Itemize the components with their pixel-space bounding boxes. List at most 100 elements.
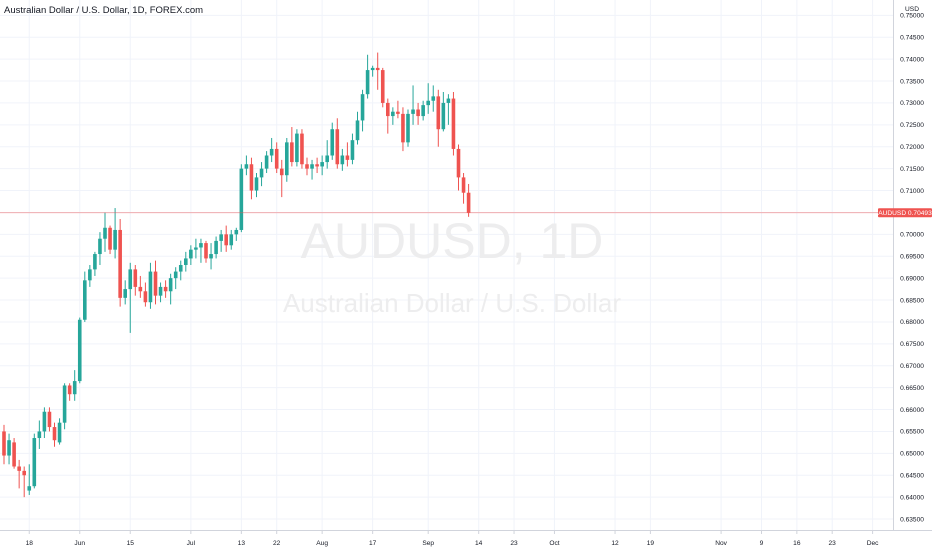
candle bbox=[128, 262, 133, 333]
price-axis-currency: USD bbox=[905, 6, 919, 13]
candle bbox=[118, 219, 122, 307]
candle bbox=[380, 67, 385, 108]
time-tick-label: 22 bbox=[273, 540, 281, 547]
candle bbox=[330, 122, 335, 160]
candle-body bbox=[370, 67, 375, 71]
candle-body bbox=[406, 113, 410, 143]
candle bbox=[416, 102, 420, 125]
time-tick-label: Dec bbox=[867, 540, 879, 547]
candle bbox=[204, 240, 208, 263]
candle bbox=[451, 91, 456, 156]
price-tick-label: 0.68500 bbox=[900, 297, 924, 304]
time-tick-label: 23 bbox=[510, 540, 518, 547]
candle bbox=[224, 225, 228, 252]
candle bbox=[466, 183, 471, 217]
candle-body bbox=[355, 120, 360, 141]
candle-body bbox=[466, 192, 471, 213]
candle-body bbox=[184, 258, 188, 265]
candle-body bbox=[264, 155, 269, 169]
candle-body bbox=[214, 240, 218, 255]
price-tag-background bbox=[878, 208, 932, 218]
candle-body bbox=[391, 111, 395, 117]
time-tick-label: 19 bbox=[647, 540, 655, 547]
candle-body bbox=[189, 249, 193, 259]
candle bbox=[138, 275, 143, 298]
candle-body bbox=[411, 109, 415, 114]
candle-body bbox=[153, 271, 158, 296]
candle bbox=[335, 118, 340, 169]
candle-body bbox=[431, 96, 436, 101]
price-tick-label: 0.69500 bbox=[900, 254, 924, 261]
price-tick-label: 0.73500 bbox=[900, 78, 924, 85]
candle bbox=[7, 433, 11, 465]
candle-body bbox=[2, 431, 6, 456]
time-tick-label: 23 bbox=[829, 540, 837, 547]
candle-body bbox=[274, 148, 279, 169]
candle bbox=[411, 85, 415, 125]
candle-body bbox=[37, 431, 42, 439]
time-tick-label: Jun bbox=[74, 540, 85, 547]
time-axis: 18 Jun 15 Jul 13 22 Aug 17 Sep 14 23 Oct 12 19 Nov 9 16 2… bbox=[26, 530, 879, 547]
candle-body bbox=[77, 319, 82, 382]
price-tick-label: 0.70000 bbox=[900, 232, 924, 239]
candle-body bbox=[118, 229, 122, 298]
candle-body bbox=[295, 133, 299, 163]
candle-body bbox=[108, 227, 112, 250]
candle bbox=[249, 157, 254, 200]
candle-body bbox=[199, 243, 203, 248]
candle bbox=[83, 271, 87, 322]
candle bbox=[375, 52, 380, 90]
price-tick-label: 0.73000 bbox=[900, 100, 924, 107]
candle bbox=[421, 100, 425, 121]
candles bbox=[2, 52, 471, 498]
candle-body bbox=[163, 286, 168, 292]
price-tick-label: 0.65000 bbox=[900, 451, 924, 458]
candle-body bbox=[375, 67, 380, 71]
candle-body bbox=[128, 269, 133, 290]
candle bbox=[386, 98, 390, 134]
candle-body bbox=[88, 269, 92, 281]
candle bbox=[153, 260, 158, 305]
candle bbox=[305, 157, 309, 176]
candle bbox=[113, 208, 117, 259]
candle-body bbox=[416, 109, 420, 117]
candle-body bbox=[300, 133, 304, 165]
candle bbox=[254, 173, 259, 198]
candle bbox=[184, 251, 188, 272]
watermark-symbol: AUDUSD, 1D bbox=[301, 213, 604, 269]
candle-body bbox=[93, 254, 97, 270]
candle-body bbox=[441, 102, 446, 130]
candle bbox=[178, 260, 183, 281]
candle bbox=[456, 144, 461, 191]
candle-body bbox=[239, 168, 244, 230]
candle bbox=[219, 229, 223, 252]
time-tick-label: Sep bbox=[422, 540, 434, 547]
candle bbox=[22, 466, 26, 498]
watermark-name: Australian Dollar / U.S. Dollar bbox=[283, 288, 621, 318]
candle-body bbox=[224, 234, 228, 246]
candle bbox=[88, 265, 92, 287]
candle-body bbox=[219, 234, 223, 241]
candle-body bbox=[62, 385, 67, 423]
candle bbox=[391, 107, 395, 125]
candle bbox=[12, 438, 16, 469]
candle bbox=[426, 83, 430, 114]
candle bbox=[52, 422, 57, 447]
time-tick-label: 9 bbox=[760, 540, 764, 547]
candle-body bbox=[98, 238, 102, 255]
candle-body bbox=[365, 70, 370, 95]
price-tick-label: 0.71500 bbox=[900, 166, 924, 173]
candle-body bbox=[32, 438, 37, 487]
candle-body bbox=[52, 427, 57, 441]
candle bbox=[461, 173, 466, 204]
candle-body bbox=[234, 229, 239, 235]
candle-body bbox=[12, 442, 16, 467]
candle bbox=[133, 265, 138, 296]
price-tick-label: 0.63500 bbox=[900, 516, 924, 523]
candle bbox=[239, 164, 244, 233]
candle bbox=[163, 280, 168, 298]
time-tick-label: 15 bbox=[127, 540, 135, 547]
candle-body bbox=[380, 70, 385, 103]
